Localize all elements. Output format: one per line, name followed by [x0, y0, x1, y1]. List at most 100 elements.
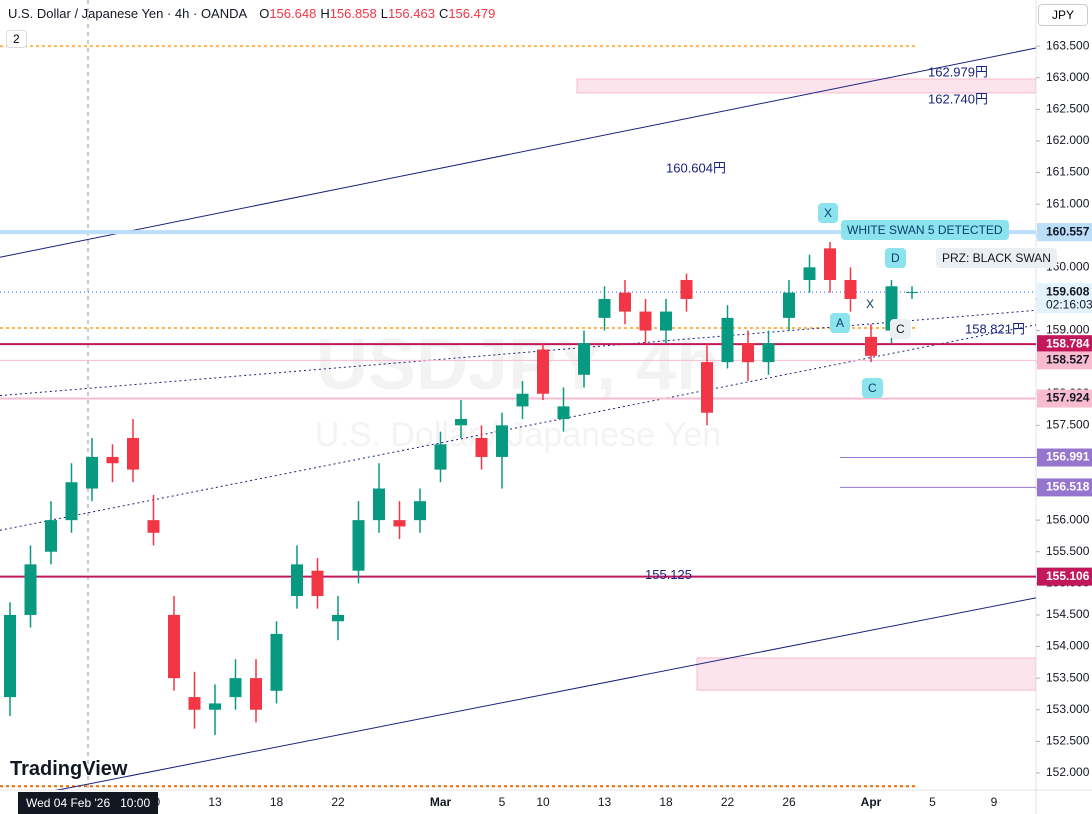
- y-tick-label: 162.500: [1046, 102, 1090, 116]
- y-tick-label: 154.500: [1046, 607, 1090, 621]
- candle-body: [537, 349, 549, 394]
- candle-body: [127, 437, 139, 470]
- price-tag-label: 156.991: [1046, 450, 1090, 464]
- price-tag: [1037, 478, 1092, 497]
- candle-body: [865, 336, 877, 356]
- candle-body: [393, 520, 406, 527]
- annotation: 158.821円: [965, 321, 1025, 336]
- candle-body: [373, 488, 385, 521]
- y-tick-label: 155.500: [1046, 544, 1090, 558]
- candle-body: [270, 633, 283, 691]
- candle-body: [45, 520, 57, 552]
- ohlc-legend: O156.648 H156.858 L156.463 C156.479: [255, 6, 495, 21]
- candle-body: [516, 393, 529, 407]
- candle-body: [4, 614, 16, 698]
- x-tick-label: 22: [331, 795, 345, 809]
- x-tick-label: 18: [270, 795, 284, 809]
- ohlc-value: 156.463: [387, 6, 435, 21]
- candle-body: [414, 501, 426, 521]
- candle-body: [824, 248, 836, 280]
- pattern-point: A: [830, 313, 851, 333]
- y-tick-label: 152.000: [1046, 765, 1090, 779]
- candle-body: [496, 425, 508, 457]
- x-tick-label: Mar: [430, 795, 452, 809]
- pattern-point: C: [862, 378, 883, 398]
- watermark-subtitle: U.S. Dollar / Japanese Yen: [315, 416, 721, 454]
- candle-body: [701, 362, 713, 413]
- candle-body: [619, 292, 631, 312]
- candle-body: [352, 520, 365, 571]
- y-tick-label: 157.500: [1046, 418, 1090, 432]
- y-tick-label: 154.000: [1046, 639, 1090, 653]
- candle-body: [906, 291, 918, 293]
- x-tick-label: 26: [782, 795, 796, 809]
- ohlc-key: L: [380, 6, 388, 21]
- ohlc-key: H: [320, 6, 330, 21]
- candle-body: [639, 311, 652, 331]
- x-tick-label: 22: [721, 795, 735, 809]
- countdown: 02:16:03: [1046, 297, 1092, 311]
- candle-body: [188, 697, 201, 710]
- x-tick-label: 10: [536, 795, 550, 809]
- candle-body: [311, 570, 324, 596]
- zone: [576, 78, 1036, 94]
- y-tick-label: 163.000: [1046, 70, 1090, 84]
- price-tag: [1037, 567, 1092, 586]
- price-tag-label: 159.608: [1046, 284, 1090, 298]
- logo: TradingView: [10, 758, 127, 781]
- pattern-detected: WHITE SWAN 5 DETECTED: [841, 220, 1009, 240]
- pattern-point: D: [885, 248, 906, 268]
- currency[interactable]: JPY: [1038, 4, 1088, 26]
- y-tick-label: 163.500: [1046, 38, 1090, 52]
- x-tick-label: 13: [598, 795, 612, 809]
- x-tick-label: 9: [991, 795, 998, 809]
- candle-body: [598, 298, 611, 318]
- candle-body: [291, 564, 303, 596]
- candle-body: [455, 419, 467, 426]
- candle-body: [578, 343, 590, 375]
- candle-body: [680, 279, 693, 299]
- pattern-point: X: [860, 294, 881, 314]
- price-tag-label: 157.924: [1046, 391, 1090, 405]
- candle-body: [803, 267, 816, 280]
- annotation: 162.740円: [928, 92, 988, 107]
- candle-body: [332, 614, 344, 622]
- ohlc-value: 156.648: [269, 6, 317, 21]
- y-tick-label: 161.000: [1046, 196, 1090, 210]
- price-tag: [1037, 389, 1092, 408]
- ohlc-value: 156.479: [448, 6, 496, 21]
- pattern-point: C: [890, 319, 911, 339]
- header: U.S. Dollar / Japanese Yen · 4h · OANDA …: [8, 6, 495, 21]
- candle-body: [783, 292, 795, 318]
- trend-line: [55, 597, 1036, 790]
- annotation: 162.979円: [928, 65, 988, 80]
- candle-body: [209, 703, 221, 710]
- candle-body: [475, 437, 488, 457]
- candle-body: [147, 520, 160, 533]
- watermark-title: USDJPY, 4h: [316, 325, 720, 405]
- y-tick-label: 160.000: [1046, 260, 1090, 274]
- price-tag-label: 155.106: [1046, 569, 1090, 583]
- trend-line: [0, 309, 1036, 397]
- candle-body: [106, 456, 119, 464]
- candle-body: [250, 678, 262, 710]
- y-tick-label: 159.000: [1046, 323, 1090, 337]
- y-tick-label: 156.000: [1046, 512, 1090, 526]
- symbol[interactable]: U.S. Dollar / Japanese Yen · 4h · OANDA: [8, 6, 248, 21]
- candle-body: [168, 614, 180, 679]
- annotation: 155.125: [645, 567, 692, 582]
- candle-body: [24, 564, 37, 615]
- price-tag-label: 158.527: [1046, 353, 1090, 367]
- axes: 10131822Mar51013182226Apr59152.000152.50…: [147, 38, 1092, 809]
- zone: [696, 657, 1036, 691]
- indicator-toggle[interactable]: 2: [6, 30, 27, 48]
- price-tag-label: 158.784: [1046, 336, 1090, 350]
- price-tag: [1037, 283, 1092, 314]
- x-tick-label: 13: [208, 795, 222, 809]
- logo-text: TradingView: [10, 758, 128, 780]
- price-tag-label: 160.557: [1046, 224, 1090, 238]
- candle-body: [660, 311, 672, 331]
